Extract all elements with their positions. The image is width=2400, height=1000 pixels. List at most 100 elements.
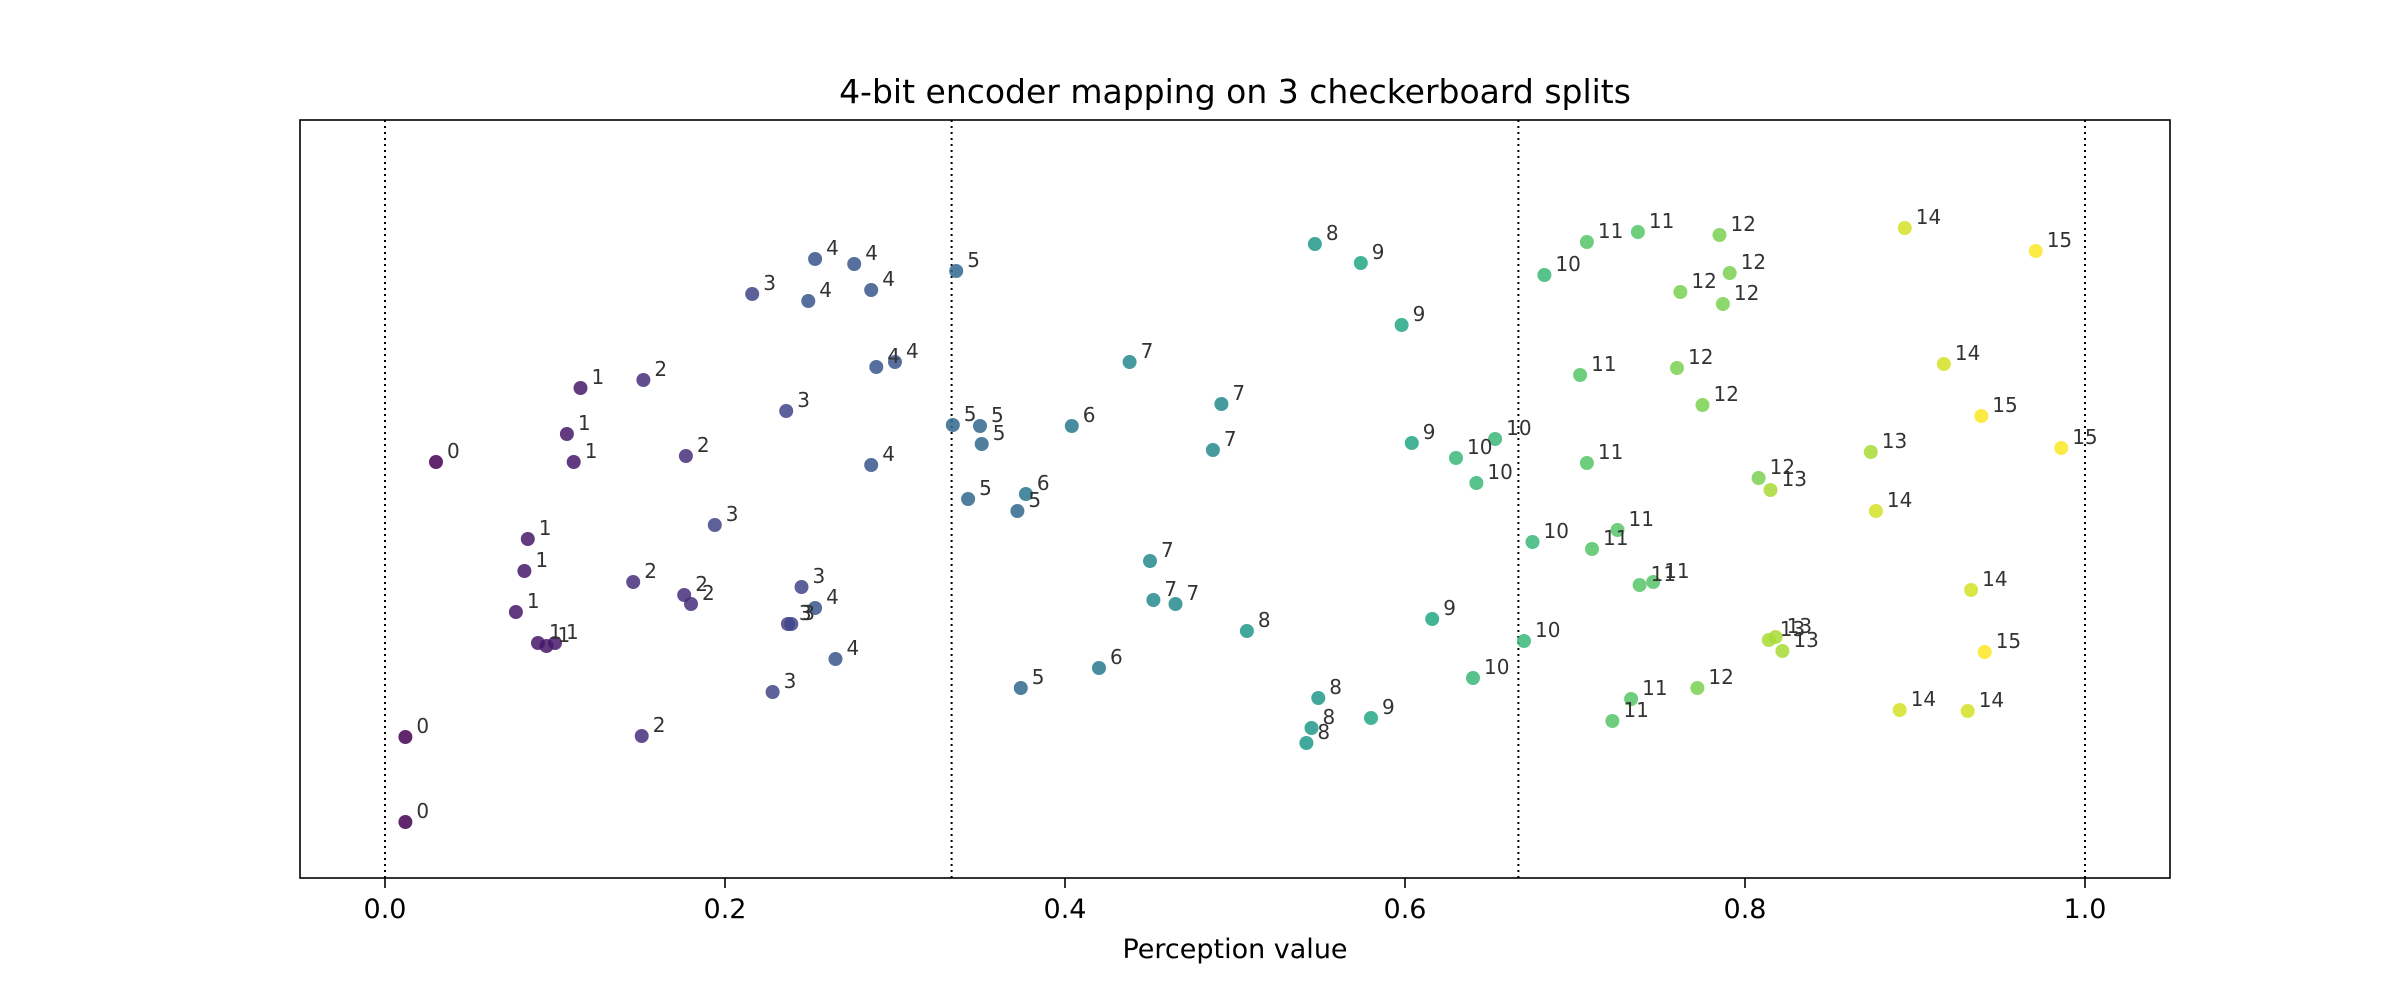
point-code-label: 11	[1623, 698, 1648, 722]
point-code-label: 15	[2072, 425, 2097, 449]
scatter-point	[864, 458, 879, 472]
point-code-label: 13	[1782, 467, 1807, 491]
chart-title: 4-bit encoder mapping on 3 checkerboard …	[839, 72, 1631, 111]
scatter-point	[1715, 297, 1730, 311]
point-code-label: 1	[578, 411, 591, 435]
point-code-label: 0	[416, 799, 429, 823]
point-code-label: 4	[887, 344, 900, 368]
point-code-label: 5	[1032, 665, 1045, 689]
point-code-label: 2	[654, 357, 667, 381]
scatter-point	[1239, 624, 1254, 638]
scatter-point	[808, 252, 823, 266]
point-code-label: 4	[882, 442, 895, 466]
point-code-label: 9	[1382, 695, 1395, 719]
scatter-point	[961, 492, 976, 506]
scatter-point	[1670, 361, 1684, 375]
point-code-label: 2	[702, 581, 715, 605]
point-code-label: 10	[1544, 519, 1569, 543]
point-code-label: 11	[1598, 440, 1623, 464]
point-code-label: 8	[1258, 608, 1271, 632]
scatter-point	[888, 355, 902, 369]
scatter-point	[1146, 593, 1161, 607]
point-code-label: 14	[1911, 687, 1936, 711]
scatter-point	[1936, 357, 1951, 371]
scatter-point	[684, 597, 698, 611]
point-code-label: 7	[1187, 581, 1200, 605]
point-code-label: 12	[1734, 281, 1759, 305]
scatter-point	[1214, 397, 1229, 411]
x-tick-label: 0.8	[1724, 894, 1767, 925]
point-code-label: 12	[1741, 250, 1766, 274]
scatter-point	[847, 257, 862, 271]
point-code-label: 4	[847, 636, 860, 660]
scatter-point	[1892, 703, 1907, 717]
scatter-point	[1311, 691, 1326, 705]
point-code-label: 8	[1317, 720, 1330, 744]
point-code-label: 10	[1555, 252, 1580, 276]
point-code-label: 12	[1708, 665, 1733, 689]
point-code-label: 14	[1979, 688, 2004, 712]
point-code-label: 4	[819, 278, 832, 302]
point-code-label: 1	[539, 516, 552, 540]
scatter-point	[1673, 285, 1688, 299]
scatter-point	[1449, 451, 1463, 465]
point-code-label: 9	[1423, 420, 1436, 444]
point-code-label: 13	[1882, 429, 1907, 453]
point-code-label: 8	[1323, 705, 1336, 729]
scatter-point	[1064, 419, 1079, 433]
point-code-label: 4	[882, 267, 895, 291]
point-code-label: 11	[1629, 507, 1654, 531]
point-code-label: 10	[1506, 416, 1531, 440]
scatter-point	[1722, 266, 1737, 280]
scatter-point	[1605, 714, 1620, 728]
scatter-point	[1775, 644, 1790, 658]
point-code-label: 11	[1591, 352, 1616, 376]
scatter-point	[1768, 630, 1783, 644]
scatter-point	[779, 404, 794, 418]
scatter-point	[1304, 721, 1319, 735]
point-code-label: 3	[784, 669, 797, 693]
point-code-label: 1	[585, 439, 598, 463]
scatter-point	[1143, 554, 1157, 568]
scatter-point	[808, 601, 823, 615]
x-tick-label: 1.0	[2064, 894, 2107, 925]
point-code-label: 11	[1651, 562, 1676, 586]
scatter-point	[429, 455, 443, 469]
scatter-point	[1205, 443, 1220, 457]
point-code-label: 4	[906, 339, 919, 363]
point-code-label: 13	[1787, 614, 1812, 638]
point-code-label: 1	[558, 623, 571, 647]
scatter-points	[398, 221, 2069, 829]
scatter-point	[1974, 409, 1989, 423]
point-code-label: 1	[549, 620, 562, 644]
point-code-label: 2	[697, 433, 710, 457]
scatter-point	[1630, 225, 1645, 239]
x-tick-label: 0.0	[364, 894, 407, 925]
point-code-label: 9	[1443, 596, 1456, 620]
point-code-label: 3	[799, 601, 812, 625]
scatter-point	[2028, 244, 2043, 258]
point-code-label: 10	[1467, 435, 1492, 459]
scatter-point	[1868, 504, 1883, 518]
point-code-label: 10	[1535, 618, 1560, 642]
scatter-point	[1610, 523, 1625, 537]
scatter-point	[1013, 681, 1028, 695]
scatter-point	[1712, 228, 1727, 242]
scatter-point	[1353, 256, 1368, 270]
scatter-point	[520, 532, 535, 546]
point-code-label: 4	[826, 236, 839, 260]
point-code-label: 11	[1642, 676, 1667, 700]
x-tick-label: 0.4	[1044, 894, 1087, 925]
scatter-point	[1525, 535, 1540, 549]
point-code-label: 7	[1141, 339, 1154, 363]
point-code-label: 8	[1326, 221, 1339, 245]
point-code-label: 0	[416, 714, 429, 738]
point-code-label: 15	[1992, 393, 2017, 417]
point-code-label: 5	[991, 403, 1004, 427]
point-code-label: 1	[535, 548, 548, 572]
scatter-point	[1646, 575, 1661, 589]
point-code-label: 12	[1714, 382, 1739, 406]
scatter-point	[794, 580, 809, 594]
scatter-point	[801, 294, 816, 308]
scatter-point	[678, 449, 693, 463]
